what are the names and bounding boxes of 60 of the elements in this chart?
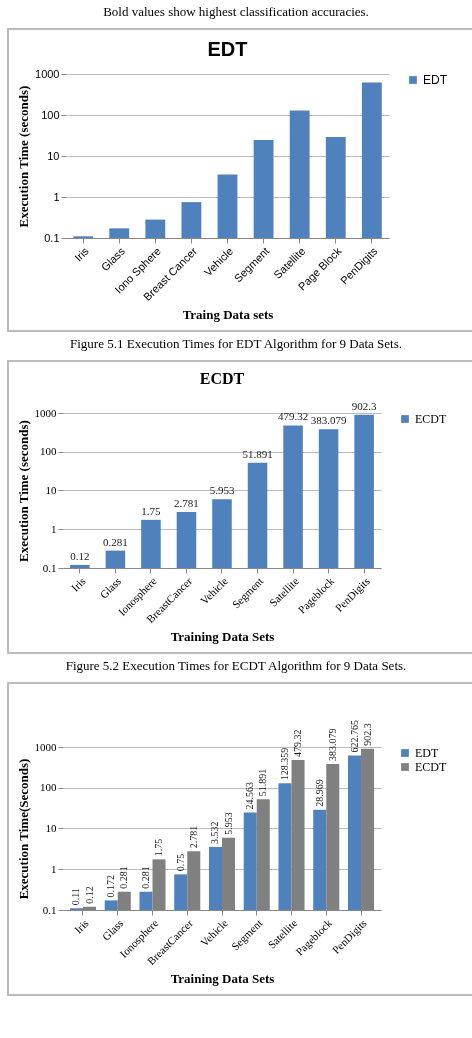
legend-label: EDT bbox=[415, 746, 439, 760]
data-label: 622.765 bbox=[348, 719, 360, 753]
y-tick-label: 1000 bbox=[34, 740, 57, 753]
y-tick-label: 1 bbox=[51, 862, 57, 875]
data-label: 0.12 bbox=[70, 549, 90, 562]
y-tick-label: 1000 bbox=[35, 67, 60, 80]
caption: Figure 5.1 Execution Times for EDT Algorithm for 9 Data Sets. bbox=[69, 335, 403, 353]
data-label: 0.281 bbox=[139, 866, 151, 889]
y-tick-label: 100 bbox=[40, 445, 57, 458]
chart-title: ECDT bbox=[199, 369, 245, 387]
y-tick-label: 1000 bbox=[34, 406, 57, 419]
y-axis-title: Execution Time(Seconds) bbox=[15, 758, 31, 900]
data-label: 3.532 bbox=[209, 821, 221, 844]
data-label: 5.953 bbox=[209, 484, 235, 497]
data-label: 2.781 bbox=[174, 497, 199, 510]
y-tick-label: 1 bbox=[51, 522, 57, 535]
x-axis-title: Training Data Sets bbox=[170, 971, 275, 987]
data-label: 383.079 bbox=[310, 414, 347, 427]
data-label: 24.563 bbox=[244, 782, 256, 810]
legend-label: EDT bbox=[423, 73, 448, 87]
y-tick-label: 100 bbox=[41, 108, 60, 121]
data-label: 383.079 bbox=[326, 728, 338, 761]
y-tick-label: 0.1 bbox=[42, 903, 57, 916]
chart-title: EDT bbox=[207, 38, 248, 60]
y-tick-label: 0.1 bbox=[42, 561, 57, 574]
x-tick-label: Iris bbox=[71, 916, 91, 936]
caption: Figure 5.2 Execution Times for ECDT Algorithm for 9 Data Sets. bbox=[64, 657, 408, 675]
data-label: 902.3 bbox=[361, 723, 373, 746]
x-tick-label: Iris bbox=[72, 244, 92, 264]
y-axis-title: Execution Time (seconds) bbox=[16, 85, 32, 228]
data-label: 51.891 bbox=[257, 768, 269, 797]
data-label: 479.32 bbox=[277, 410, 309, 423]
text: Bold values show highest classification accuracies. bbox=[102, 3, 370, 21]
y-tick-label: 0.1 bbox=[44, 231, 60, 244]
y-tick-label: 10 bbox=[45, 822, 57, 834]
y-tick-label: 10 bbox=[47, 149, 60, 162]
data-label: 2.781 bbox=[187, 825, 199, 849]
data-label: 128.359 bbox=[278, 747, 290, 781]
data-label: 902.3 bbox=[351, 399, 377, 412]
data-label: 51.891 bbox=[242, 447, 273, 460]
data-label: 28.969 bbox=[313, 779, 325, 807]
data-label: 1.75 bbox=[141, 504, 162, 517]
data-label: 0.281 bbox=[103, 535, 128, 548]
y-tick-label: 10 bbox=[45, 484, 57, 496]
y-tick-label: 100 bbox=[40, 781, 57, 794]
legend-label: ECDT bbox=[415, 760, 447, 774]
data-label: 5.953 bbox=[222, 812, 234, 835]
x-axis-title: Training Data Sets bbox=[170, 629, 275, 645]
x-axis-title: Traing Data sets bbox=[182, 306, 274, 322]
x-tick-label: Iris bbox=[68, 574, 88, 594]
data-label: 0.172 bbox=[105, 874, 117, 898]
y-axis-title: Execution Time (seconds) bbox=[15, 420, 31, 562]
data-label: 0.12 bbox=[83, 886, 95, 904]
data-label: 0.75 bbox=[174, 853, 186, 872]
data-label: 0.281 bbox=[118, 866, 130, 889]
legend-label: ECDT bbox=[415, 412, 447, 426]
data-label: 0.11 bbox=[70, 888, 82, 906]
data-label: 479.32 bbox=[292, 729, 304, 758]
data-label: 1.75 bbox=[153, 838, 165, 857]
y-tick-label: 1 bbox=[53, 190, 60, 203]
